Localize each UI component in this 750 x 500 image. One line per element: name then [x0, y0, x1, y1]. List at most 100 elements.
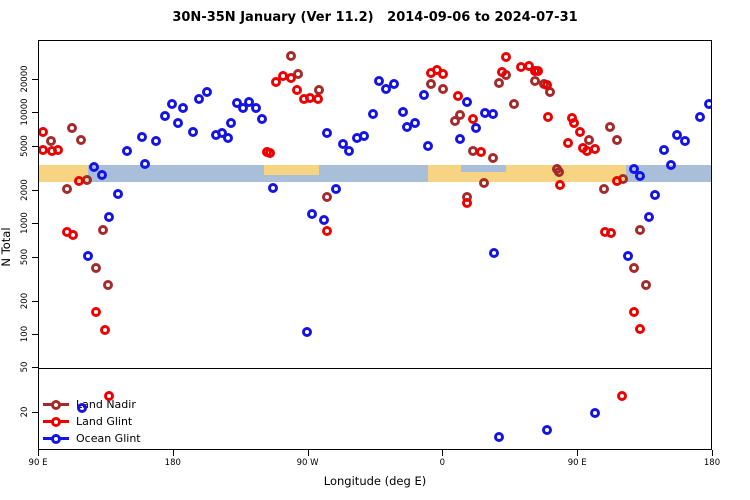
y-tick-label: 1000	[20, 212, 30, 235]
data-point	[98, 225, 109, 236]
data-point	[173, 118, 184, 129]
x-axis-label: Longitude (deg E)	[323, 474, 427, 488]
data-point	[634, 171, 645, 182]
data-point	[285, 51, 296, 62]
data-point	[237, 102, 248, 113]
data-point	[194, 93, 205, 104]
x-tick	[442, 450, 444, 456]
y-tick	[32, 334, 38, 336]
data-point	[409, 118, 420, 129]
data-point	[96, 170, 107, 181]
data-point	[666, 160, 677, 171]
data-point	[159, 111, 170, 122]
data-point	[338, 139, 349, 150]
data-point	[39, 127, 49, 138]
data-point	[257, 114, 268, 125]
y-tick	[32, 411, 38, 413]
legend-circle-icon	[51, 399, 61, 410]
data-point	[438, 84, 449, 94]
y-tick	[32, 189, 38, 191]
data-point	[508, 99, 519, 110]
data-point	[344, 146, 355, 157]
legend-item: Land Glint	[43, 413, 141, 430]
data-point	[321, 192, 332, 203]
legend: Land Nadir Land Glint Ocean Glint	[43, 396, 141, 447]
y-tick	[32, 300, 38, 302]
x-tick-label: 180	[703, 458, 721, 468]
data-point	[285, 73, 296, 84]
data-point	[604, 122, 615, 133]
data-point	[306, 208, 317, 219]
data-point	[453, 91, 464, 102]
data-point	[679, 135, 690, 146]
data-point	[66, 123, 77, 134]
data-point	[553, 167, 564, 177]
data-point	[423, 141, 434, 152]
data-point	[267, 183, 278, 194]
y-tick-label: 2000	[20, 179, 30, 201]
y-axis-label: N Total	[0, 227, 13, 267]
data-point	[330, 184, 341, 195]
data-point	[188, 127, 199, 138]
data-point	[462, 97, 473, 108]
data-point	[243, 97, 254, 108]
y-tick-label: 20000	[20, 65, 30, 93]
data-point	[302, 327, 313, 338]
x-tick	[38, 450, 39, 456]
x-tick-label: 0	[439, 458, 446, 468]
data-point	[658, 145, 669, 156]
data-point	[628, 263, 639, 274]
data-point	[150, 136, 161, 147]
data-point	[454, 134, 465, 145]
legend-marker	[43, 433, 69, 444]
data-point	[426, 79, 437, 90]
data-point	[318, 215, 329, 226]
y-tick	[32, 112, 38, 114]
data-point	[225, 118, 236, 129]
data-point	[468, 114, 479, 125]
land-band-segment	[428, 165, 627, 183]
x-tick	[307, 450, 309, 456]
data-point	[113, 189, 124, 200]
data-point	[649, 190, 660, 201]
x-tick	[577, 450, 579, 456]
x-tick	[712, 450, 713, 456]
land-band-segment	[263, 165, 320, 175]
x-tick-label: 90 E	[567, 458, 587, 468]
data-point	[487, 153, 498, 164]
data-point	[612, 176, 623, 187]
data-point	[104, 212, 115, 223]
x-tick	[172, 450, 174, 456]
x-tick-label: 90 E	[28, 458, 48, 468]
data-point	[450, 116, 461, 127]
legend-label: Land Glint	[76, 415, 133, 428]
legend-marker	[43, 399, 69, 410]
data-point	[90, 307, 101, 318]
y-tick	[32, 79, 38, 81]
data-point	[359, 131, 370, 142]
data-point	[529, 76, 540, 86]
data-point	[493, 432, 504, 443]
ocean-band-segment	[461, 165, 507, 173]
data-point	[616, 391, 627, 402]
y-tick-label: 200	[20, 292, 30, 309]
data-point	[75, 135, 86, 146]
data-point	[598, 184, 609, 195]
y-tick-label: 50	[20, 362, 30, 373]
legend-item: Land Nadir	[43, 396, 141, 413]
data-point	[102, 280, 113, 290]
data-point	[321, 226, 332, 237]
y-tick-label: 500	[20, 248, 30, 265]
data-point	[438, 69, 449, 80]
separator-line	[39, 368, 711, 370]
data-point	[83, 251, 94, 262]
data-point	[541, 80, 552, 91]
data-point	[137, 132, 148, 143]
legend-circle-icon	[51, 416, 61, 427]
y-tick	[32, 145, 38, 147]
data-point	[703, 99, 711, 110]
data-point	[321, 128, 332, 139]
data-point	[397, 107, 408, 118]
data-point	[612, 135, 623, 146]
